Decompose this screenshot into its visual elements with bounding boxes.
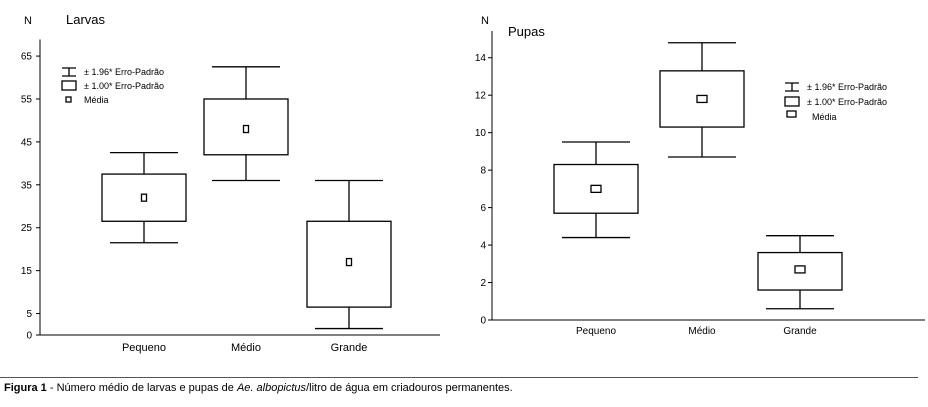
x-category-label: Médio: [231, 342, 261, 354]
x-category-label: Grande: [331, 342, 368, 354]
legend-whisker-symbol: [785, 82, 799, 92]
chart-pupas-yticks: 0 2 4 6 8 10 12 14: [475, 53, 492, 327]
mean-marker: [140, 193, 148, 202]
chart-pupas-axes: [491, 31, 925, 321]
x-category-label: Pequeno: [576, 326, 616, 337]
mean-marker: [242, 124, 250, 134]
figure-canvas: N Larvas 0 5 15 25 35 45 55 65 Pequeno Médio Gran…: [21, 12, 925, 354]
y-tick-label: 10: [475, 128, 487, 139]
legend-whisker-symbol: [62, 67, 76, 77]
legend-entry: Média: [84, 95, 109, 105]
legend-mean-symbol: [65, 96, 72, 103]
chart-pupas-title: Pupas: [508, 24, 545, 39]
legend-entry: ± 1.00* Erro-Padrão: [807, 97, 887, 107]
caption-divider: [0, 377, 918, 378]
y-tick-label: 2: [480, 278, 486, 289]
chart-pupas-boxes: [553, 42, 843, 310]
caption-label: Figura 1: [4, 382, 47, 394]
y-tick-label: 5: [26, 309, 32, 320]
y-tick-label: 65: [21, 52, 33, 63]
mean-marker: [794, 265, 806, 274]
x-category-label: Médio: [688, 326, 716, 337]
y-tick-label: 15: [21, 266, 33, 277]
chart-larvas-yticks: 0 5 15 25 35 45 55 65: [21, 52, 40, 342]
legend-entry: ± 1.96* Erro-Padrão: [84, 67, 164, 77]
chart-larvas-legend: ± 1.96* Erro-Padrão ± 1.00* Erro-Padrão …: [61, 67, 164, 105]
caption-text-post: /litro de água em criadouros permanentes…: [306, 382, 513, 394]
y-tick-label: 25: [21, 223, 33, 234]
y-tick-label: 8: [480, 166, 486, 177]
y-tick-label: 0: [26, 331, 32, 342]
y-tick-label: 35: [21, 180, 33, 191]
y-tick-label: 4: [480, 241, 486, 252]
chart-pupas-legend: ± 1.96* Erro-Padrão ± 1.00* Erro-Padrão …: [784, 82, 887, 122]
mean-marker: [590, 184, 602, 194]
chart-pupas-ylabel: N: [481, 15, 489, 27]
x-category-label: Pequeno: [122, 342, 166, 354]
y-tick-label: 6: [480, 203, 486, 214]
se-box: [757, 251, 843, 291]
legend-mean-symbol: [786, 110, 797, 118]
figure-caption: Figura 1 - Número médio de larvas e pupa…: [4, 382, 513, 394]
chart-larvas-xlabels: Pequeno Médio Grande: [122, 342, 367, 354]
chart-pupas: N Pupas 0 2 4 6 8 10 12 14 Pequeno Médio Grande ±…: [475, 15, 925, 337]
legend-box-symbol: [61, 80, 77, 91]
chart-larvas-axes: [39, 39, 440, 336]
legend-box-symbol: [784, 96, 800, 107]
y-tick-label: 45: [21, 137, 33, 148]
y-tick-label: 14: [475, 53, 487, 64]
chart-larvas: N Larvas 0 5 15 25 35 45 55 65 Pequeno Médio Gran…: [21, 12, 440, 354]
y-tick-label: 55: [21, 94, 33, 105]
legend-entry: ± 1.00* Erro-Padrão: [84, 81, 164, 91]
caption-text-pre: - Número médio de larvas e pupas de: [46, 382, 237, 394]
chart-larvas-boxes: [101, 66, 392, 330]
mean-marker: [696, 94, 708, 104]
chart-larvas-ylabel: N: [24, 15, 32, 27]
y-tick-label: 0: [480, 316, 486, 327]
mean-marker: [345, 257, 353, 267]
y-tick-label: 12: [475, 91, 487, 102]
legend-entry: Média: [812, 112, 837, 122]
x-category-label: Grande: [783, 326, 817, 337]
chart-larvas-title: Larvas: [66, 12, 106, 27]
chart-pupas-xlabels: Pequeno Médio Grande: [576, 326, 817, 337]
legend-entry: ± 1.96* Erro-Padrão: [807, 82, 887, 92]
caption-species: Ae. albopictus: [236, 382, 307, 394]
